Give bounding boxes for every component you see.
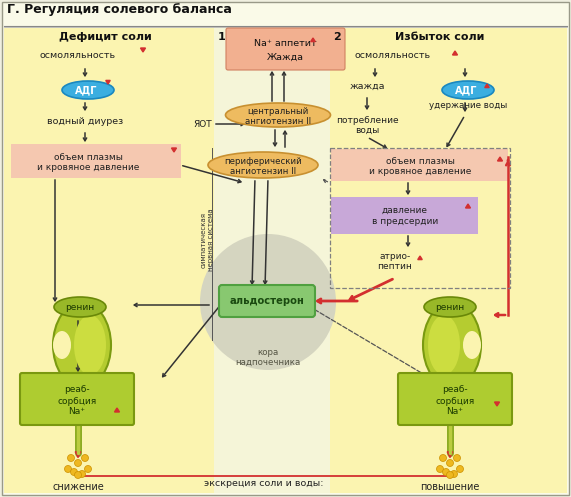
Text: водный диурез: водный диурез — [47, 117, 123, 126]
Ellipse shape — [74, 315, 106, 375]
Ellipse shape — [226, 103, 331, 127]
FancyBboxPatch shape — [20, 373, 134, 425]
FancyBboxPatch shape — [4, 28, 214, 493]
Ellipse shape — [208, 152, 318, 178]
Text: осмоляльность: осмоляльность — [40, 51, 116, 60]
Text: АДГ: АДГ — [75, 85, 97, 95]
Text: снижение: снижение — [52, 482, 104, 492]
Text: экскреция соли и воды:: экскреция соли и воды: — [204, 479, 324, 488]
Circle shape — [74, 460, 82, 467]
Circle shape — [443, 469, 449, 476]
Ellipse shape — [53, 303, 111, 388]
Circle shape — [447, 460, 453, 467]
Circle shape — [65, 466, 71, 473]
Text: удержание воды: удержание воды — [429, 101, 507, 110]
Circle shape — [67, 454, 74, 462]
Text: Избыток соли: Избыток соли — [395, 32, 485, 42]
Ellipse shape — [53, 331, 71, 359]
Text: в предсердии: в предсердии — [372, 217, 438, 226]
Polygon shape — [140, 48, 146, 52]
Text: жажда: жажда — [349, 82, 385, 91]
Polygon shape — [497, 157, 502, 161]
Circle shape — [456, 466, 464, 473]
Text: надпочечника: надпочечника — [235, 358, 300, 367]
Text: Жажда: Жажда — [267, 53, 304, 62]
Circle shape — [436, 466, 444, 473]
Text: ЯОТ: ЯОТ — [194, 120, 212, 129]
Polygon shape — [494, 402, 500, 406]
Circle shape — [451, 471, 457, 478]
Circle shape — [440, 454, 447, 462]
FancyBboxPatch shape — [11, 144, 181, 178]
Ellipse shape — [423, 303, 481, 388]
Text: Дефицит соли: Дефицит соли — [59, 32, 151, 42]
Circle shape — [447, 472, 453, 479]
Text: ренин: ренин — [65, 303, 95, 312]
Text: потребление: потребление — [336, 116, 399, 125]
Ellipse shape — [54, 297, 106, 317]
Text: АДГ: АДГ — [455, 85, 477, 95]
FancyBboxPatch shape — [331, 197, 478, 234]
Ellipse shape — [424, 297, 476, 317]
Text: центральный: центральный — [247, 106, 309, 115]
Text: сорбция: сорбция — [57, 397, 96, 406]
Text: давление: давление — [382, 205, 428, 215]
Polygon shape — [418, 256, 422, 259]
Polygon shape — [311, 38, 315, 42]
Circle shape — [453, 454, 460, 462]
FancyBboxPatch shape — [398, 373, 512, 425]
Text: 2: 2 — [333, 32, 341, 42]
Text: повышение: повышение — [420, 482, 480, 492]
Text: 1: 1 — [218, 32, 226, 42]
Polygon shape — [452, 51, 457, 55]
Text: симпатическая
нервная система: симпатическая нервная система — [200, 209, 214, 271]
Polygon shape — [465, 204, 471, 208]
FancyBboxPatch shape — [330, 28, 567, 493]
Text: воды: воды — [355, 126, 379, 135]
Text: Na⁺ аппетит: Na⁺ аппетит — [254, 38, 316, 48]
Text: ангиотензин II: ангиотензин II — [230, 166, 296, 175]
Polygon shape — [106, 81, 110, 84]
Ellipse shape — [442, 81, 494, 99]
Circle shape — [78, 471, 86, 478]
Text: кора: кора — [258, 348, 279, 357]
Text: реаб-: реаб- — [64, 386, 90, 395]
Text: и кровяное давление: и кровяное давление — [37, 163, 139, 171]
Ellipse shape — [463, 331, 481, 359]
Text: объем плазмы: объем плазмы — [54, 153, 122, 162]
Text: осмоляльность: осмоляльность — [355, 51, 431, 60]
FancyBboxPatch shape — [219, 285, 315, 317]
Polygon shape — [485, 84, 489, 87]
Text: Г. Регуляция солевого баланса: Г. Регуляция солевого баланса — [7, 3, 232, 16]
Circle shape — [82, 454, 89, 462]
Text: ренин: ренин — [435, 303, 465, 312]
Text: Na⁺: Na⁺ — [69, 408, 86, 416]
Text: реаб-: реаб- — [442, 386, 468, 395]
Ellipse shape — [62, 81, 114, 99]
Circle shape — [70, 469, 78, 476]
Text: Na⁺: Na⁺ — [447, 408, 464, 416]
Polygon shape — [171, 148, 176, 152]
FancyBboxPatch shape — [331, 149, 508, 181]
Ellipse shape — [428, 315, 460, 375]
Text: ангиотензин II: ангиотензин II — [245, 116, 311, 126]
Circle shape — [74, 472, 82, 479]
Text: пептин: пептин — [377, 262, 412, 271]
Circle shape — [200, 234, 336, 370]
Text: периферический: периферический — [224, 157, 302, 166]
Text: объем плазмы: объем плазмы — [385, 157, 455, 166]
Text: атрио-: атрио- — [379, 252, 411, 261]
Text: альдостерон: альдостерон — [230, 296, 304, 306]
FancyBboxPatch shape — [226, 28, 345, 70]
Polygon shape — [115, 408, 119, 412]
Text: и кровяное давление: и кровяное давление — [369, 166, 471, 175]
Text: сорбция: сорбция — [435, 397, 475, 406]
Circle shape — [85, 466, 91, 473]
FancyBboxPatch shape — [214, 28, 330, 493]
